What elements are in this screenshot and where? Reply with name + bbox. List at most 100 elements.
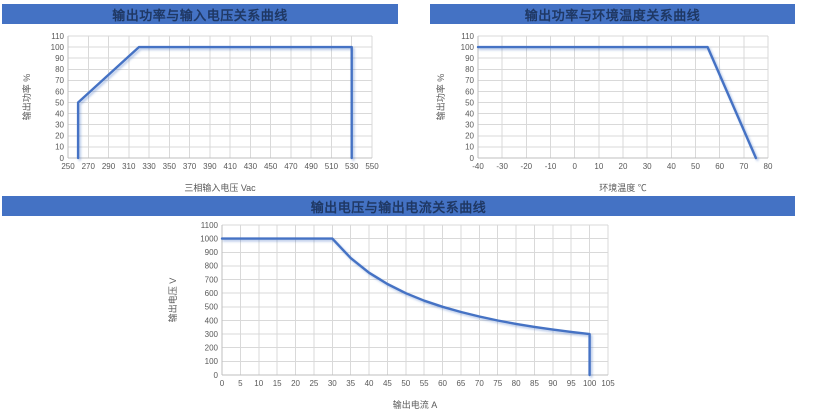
svg-text:0: 0 [572,162,577,171]
line-chart-output-power-vs-input-voltage: 250 270 290 310 330 350 370 390 410 430 450 470 490 5… [21,32,379,193]
svg-text:700: 700 [205,275,219,284]
svg-text:30: 30 [643,162,652,171]
svg-text:105: 105 [601,379,615,388]
svg-text:100: 100 [583,379,597,388]
svg-text:70: 70 [475,379,484,388]
svg-text:-20: -20 [521,162,533,171]
svg-text:输出功率 %: 输出功率 % [435,74,446,121]
svg-text:85: 85 [530,379,539,388]
svg-text:输出电压 V: 输出电压 V [167,278,178,323]
svg-text:470: 470 [284,162,298,171]
svg-text:0: 0 [220,379,225,388]
svg-text:70: 70 [739,162,748,171]
svg-text:15: 15 [273,379,282,388]
svg-text:50: 50 [55,98,64,107]
svg-text:30: 30 [465,121,474,130]
svg-text:10: 10 [55,143,64,152]
svg-text:环境温度 ℃: 环境温度 ℃ [599,182,647,193]
svg-text:35: 35 [346,379,355,388]
svg-text:390: 390 [203,162,217,171]
svg-text:30: 30 [55,121,64,130]
svg-text:410: 410 [223,162,237,171]
svg-text:800: 800 [205,262,219,271]
svg-text:200: 200 [205,344,219,353]
svg-text:300: 300 [205,330,219,339]
svg-text:90: 90 [55,54,64,63]
svg-text:110: 110 [51,32,64,41]
svg-text:500: 500 [205,303,219,312]
svg-text:90: 90 [548,379,557,388]
svg-text:490: 490 [305,162,319,171]
svg-text:290: 290 [102,162,116,171]
svg-text:40: 40 [667,162,676,171]
svg-text:100: 100 [205,357,219,366]
svg-text:输出功率 %: 输出功率 % [21,74,32,121]
svg-text:20: 20 [55,132,64,141]
chart-title-bar-output-current: 输出电压与输出电流关系曲线 [2,196,795,216]
svg-text:40: 40 [465,109,474,118]
svg-text:100: 100 [461,43,475,52]
svg-text:600: 600 [205,289,219,298]
svg-text:450: 450 [264,162,278,171]
svg-text:95: 95 [567,379,576,388]
svg-text:90: 90 [465,54,474,63]
svg-text:20: 20 [619,162,628,171]
svg-text:10: 10 [594,162,603,171]
svg-text:10: 10 [465,143,474,152]
svg-text:270: 270 [82,162,96,171]
svg-text:0: 0 [470,154,475,163]
svg-text:25: 25 [309,379,318,388]
svg-text:70: 70 [55,76,64,85]
line-chart-output-power-vs-ambient-temperature: -40 -30 -20 -10 0 10 20 30 40 50 60 70 80 0 10 20 30 40 50… [435,32,773,193]
svg-text:40: 40 [365,379,374,388]
svg-text:1100: 1100 [201,221,219,230]
svg-text:55: 55 [420,379,429,388]
svg-text:65: 65 [456,379,465,388]
svg-text:80: 80 [55,65,64,74]
svg-text:0: 0 [60,154,65,163]
svg-text:输出电流 A: 输出电流 A [393,399,438,410]
svg-text:30: 30 [328,379,337,388]
svg-text:1000: 1000 [200,234,218,243]
svg-text:110: 110 [461,32,474,41]
svg-text:45: 45 [383,379,392,388]
line-chart-output-voltage-vs-output-current: 0 5 10 15 20 25 30 35 40 45 50 55 60 65 70 75 80 85 90 95 10… [167,221,615,410]
svg-text:5: 5 [238,379,243,388]
chart-title-ambient-temperature: 输出功率与环境温度关系曲线 [524,7,701,23]
svg-text:80: 80 [465,65,474,74]
svg-text:-40: -40 [472,162,484,171]
svg-text:60: 60 [55,87,64,96]
chart-title-output-current: 输出电压与输出电流关系曲线 [310,199,487,215]
svg-text:510: 510 [325,162,339,171]
svg-text:40: 40 [55,109,64,118]
svg-text:10: 10 [254,379,263,388]
chart-title-bar-ambient-temperature: 输出功率与环境温度关系曲线 [430,4,795,24]
svg-text:50: 50 [465,98,474,107]
svg-text:80: 80 [764,162,773,171]
svg-text:100: 100 [51,43,65,52]
svg-text:330: 330 [142,162,156,171]
svg-text:900: 900 [205,248,219,257]
svg-text:50: 50 [401,379,410,388]
svg-text:310: 310 [122,162,136,171]
svg-text:60: 60 [715,162,724,171]
svg-text:550: 550 [365,162,379,171]
svg-text:80: 80 [512,379,521,388]
svg-text:三相输入电压 Vac: 三相输入电压 Vac [184,182,256,193]
svg-text:50: 50 [691,162,700,171]
svg-text:70: 70 [465,76,474,85]
svg-text:20: 20 [291,379,300,388]
svg-text:350: 350 [163,162,177,171]
svg-text:75: 75 [493,379,502,388]
svg-text:430: 430 [244,162,258,171]
svg-text:530: 530 [345,162,359,171]
svg-text:250: 250 [61,162,75,171]
svg-text:400: 400 [205,316,219,325]
svg-text:370: 370 [183,162,197,171]
svg-text:60: 60 [438,379,447,388]
svg-text:0: 0 [214,371,219,380]
chart-title-input-voltage: 输出功率与输入电压关系曲线 [112,7,288,23]
svg-text:20: 20 [465,132,474,141]
svg-text:-30: -30 [496,162,508,171]
